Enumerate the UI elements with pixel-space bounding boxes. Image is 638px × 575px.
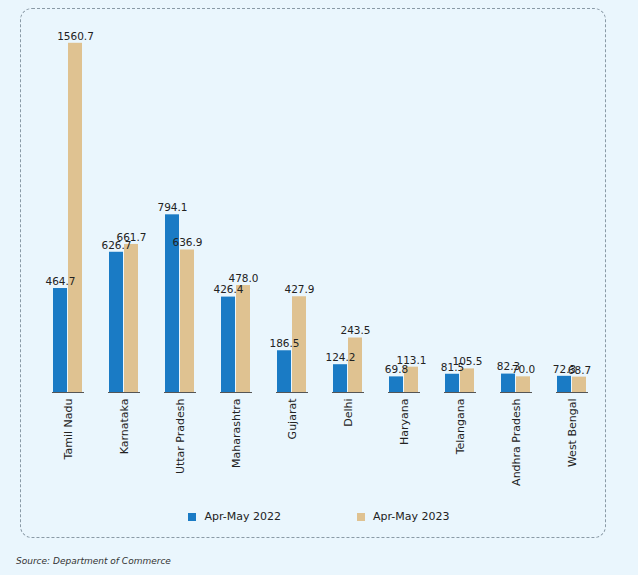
svg-text:661.7: 661.7 [116, 231, 146, 243]
svg-text:186.5: 186.5 [269, 337, 299, 349]
svg-text:124.2: 124.2 [325, 351, 355, 363]
svg-text:70.0: 70.0 [512, 363, 535, 375]
svg-text:72.3: 72.3 [552, 362, 577, 375]
svg-text:Gujarat: Gujarat [286, 398, 299, 440]
html-text:Apr-May 2022: Apr-May 2022 [204, 510, 281, 523]
svg-text:464.7: 464.7 [45, 275, 75, 287]
svg-text:Karnataka: Karnataka [118, 399, 131, 455]
svg-text:Telangana: Telangana [454, 399, 467, 456]
svg-text:Haryana: Haryana [398, 399, 411, 446]
svg-text:West Bengal: West Bengal [566, 399, 579, 468]
html-text:Apr-May 2023: Apr-May 2023 [373, 510, 450, 523]
svg-text:69.8: 69.8 [384, 363, 409, 376]
svg-text:Tamil Nadu: Tamil Nadu [62, 399, 75, 461]
svg-text:636.9: 636.9 [172, 236, 202, 248]
svg-text:Maharashtra: Maharashtra [230, 399, 243, 469]
svg-text:68.7: 68.7 [568, 363, 591, 375]
svg-text:243.5: 243.5 [340, 324, 370, 336]
svg-text:82.3: 82.3 [496, 360, 521, 373]
html-text:Source: Department of Commerce: Source: Department of Commerce [16, 556, 171, 566]
svg-text:Delhi: Delhi [342, 399, 355, 427]
svg-text:Uttar Pradesh: Uttar Pradesh [174, 398, 187, 474]
svg-text:626.7: 626.7 [101, 238, 132, 251]
svg-text:426.4: 426.4 [213, 283, 243, 295]
svg-text:478.0: 478.0 [228, 272, 258, 284]
svg-text:794.1: 794.1 [157, 201, 187, 213]
svg-text:Andhra Pradesh: Andhra Pradesh [510, 398, 523, 485]
svg-text:105.5: 105.5 [452, 355, 482, 367]
svg-text:113.1: 113.1 [396, 354, 426, 366]
svg-text:427.9: 427.9 [284, 283, 314, 295]
svg-text:1560.7: 1560.7 [57, 30, 94, 42]
